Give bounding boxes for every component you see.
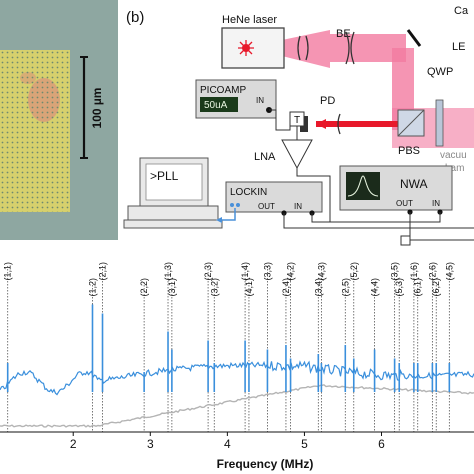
computer-base xyxy=(127,205,219,221)
mode-labels: (1,1) (1,2)(2,1) (2,2) (1,3)(3,1) (2,3)(3,2)… xyxy=(3,262,455,297)
mode-label-12: (4,2) xyxy=(286,262,296,281)
x-axis-label: Frequency (MHz) xyxy=(217,457,314,471)
be-lens-icon xyxy=(297,35,309,61)
panel-b-schematic: (b) HeNe laser BE PD PBS QWP Ca LE vacuu xyxy=(123,5,474,246)
mode-label-24: (4,5) xyxy=(444,262,454,281)
nwa-label: NWA xyxy=(400,177,428,191)
resonance-peaks xyxy=(6,304,451,392)
mode-label-16: (5,2) xyxy=(349,262,359,281)
panel-b-label: (b) xyxy=(126,9,144,26)
mode-label-4: (1,3) xyxy=(163,262,173,281)
lockin-in-label: IN xyxy=(294,202,302,211)
mode-label-9: (4,1) xyxy=(244,278,254,297)
mode-label-1: (1,2) xyxy=(87,278,97,297)
vacuum-chamber-label: vacuu xyxy=(440,150,467,161)
mode-label-7: (3,2) xyxy=(209,278,219,297)
picoamp-in-label: IN xyxy=(256,96,264,105)
mode-label-22: (2,6) xyxy=(427,262,437,281)
keyboard xyxy=(123,219,223,229)
scale-bar-label: 100 µm xyxy=(90,88,104,129)
pbs-label: PBS xyxy=(398,145,420,157)
wire-nwa-in xyxy=(330,212,441,223)
nwa-in-label: IN xyxy=(432,199,440,208)
mode-label-13: (3,4) xyxy=(313,278,323,297)
mode-label-21: (6,1) xyxy=(413,278,423,297)
mode-label-8: (1,4) xyxy=(240,262,250,281)
lockin-box xyxy=(225,181,323,213)
mirror-icon xyxy=(406,29,422,47)
gray-series-line xyxy=(0,384,474,428)
computer-screen-text: >PLL xyxy=(150,169,179,183)
computer-screen xyxy=(145,163,203,201)
lockin-port-1 xyxy=(230,203,234,207)
picoamp-display xyxy=(200,97,238,112)
panel-c-spectrum: (1,1) (1,2)(2,1) (2,2) (1,3)(3,1) (2,3)(3,2)… xyxy=(0,262,474,471)
mode-label-3: (2,2) xyxy=(139,278,149,297)
mode-lines xyxy=(7,266,450,432)
pbs-diagonal xyxy=(397,109,425,137)
led-label: LE xyxy=(452,41,465,53)
pd-lens-icon xyxy=(337,113,341,135)
lockin-out-label: OUT xyxy=(258,202,275,211)
mode-label-10: (3,3) xyxy=(262,262,272,281)
x-tick-label-6: 6 xyxy=(378,437,385,451)
be-lens2-icon xyxy=(345,31,355,65)
hole-array xyxy=(0,50,70,212)
camera-label: Ca xyxy=(454,5,469,17)
mode-label-19: (5,3) xyxy=(394,278,404,297)
wire-lockin-out xyxy=(283,213,474,229)
x-axis-ticks: 2 3 4 5 6 xyxy=(70,432,385,451)
beam-to-pd xyxy=(316,121,398,127)
panel-a-micrograph: 100 µm xyxy=(0,0,118,240)
combiner-box xyxy=(400,235,411,246)
wire-nwa-out xyxy=(409,212,474,241)
qwp-label: QWP xyxy=(427,66,453,78)
x-tick-label-4: 4 xyxy=(224,437,231,451)
x-tick-label-2: 2 xyxy=(70,437,77,451)
mode-label-15: (2,5) xyxy=(340,278,350,297)
lockin-port-2 xyxy=(236,203,240,207)
expanded-beam xyxy=(282,30,330,68)
picoamp-label: PICOAMP xyxy=(200,85,246,96)
picoamp-value: 50uA xyxy=(204,100,228,111)
mode-label-5: (3,1) xyxy=(167,278,177,297)
mode-label-23: (6,2) xyxy=(431,278,441,297)
mode-label-6: (2,3) xyxy=(203,262,213,281)
lna-amplifier-icon xyxy=(281,139,313,170)
usb-link xyxy=(222,208,236,221)
wire-lna-lockin xyxy=(296,168,331,223)
hene-laser-label: HeNe laser xyxy=(222,14,277,26)
bias-tee-label: T xyxy=(294,115,300,126)
x-tick-label-3: 3 xyxy=(147,437,154,451)
mode-label-18: (3,5) xyxy=(390,262,400,281)
mode-label-20: (1,6) xyxy=(409,262,419,281)
mode-label-14: (4,3) xyxy=(316,262,326,281)
mode-label-0: (1,1) xyxy=(3,262,13,281)
mode-label-17: (4,4) xyxy=(370,278,380,297)
mode-label-11: (2,4) xyxy=(281,278,291,297)
usb-link-arrow xyxy=(216,217,222,223)
x-tick-label-5: 5 xyxy=(301,437,308,451)
pd-label: PD xyxy=(320,95,335,107)
mode-label-2: (2,1) xyxy=(98,262,108,281)
wire-picoamp-t xyxy=(269,109,291,131)
lockin-label: LOCKIN xyxy=(230,187,267,198)
nwa-out-label: OUT xyxy=(396,199,413,208)
beam-arrow xyxy=(316,119,326,129)
lna-label: LNA xyxy=(254,151,276,163)
nwa-peak-icon xyxy=(347,175,379,197)
qwp-plate xyxy=(435,99,444,147)
